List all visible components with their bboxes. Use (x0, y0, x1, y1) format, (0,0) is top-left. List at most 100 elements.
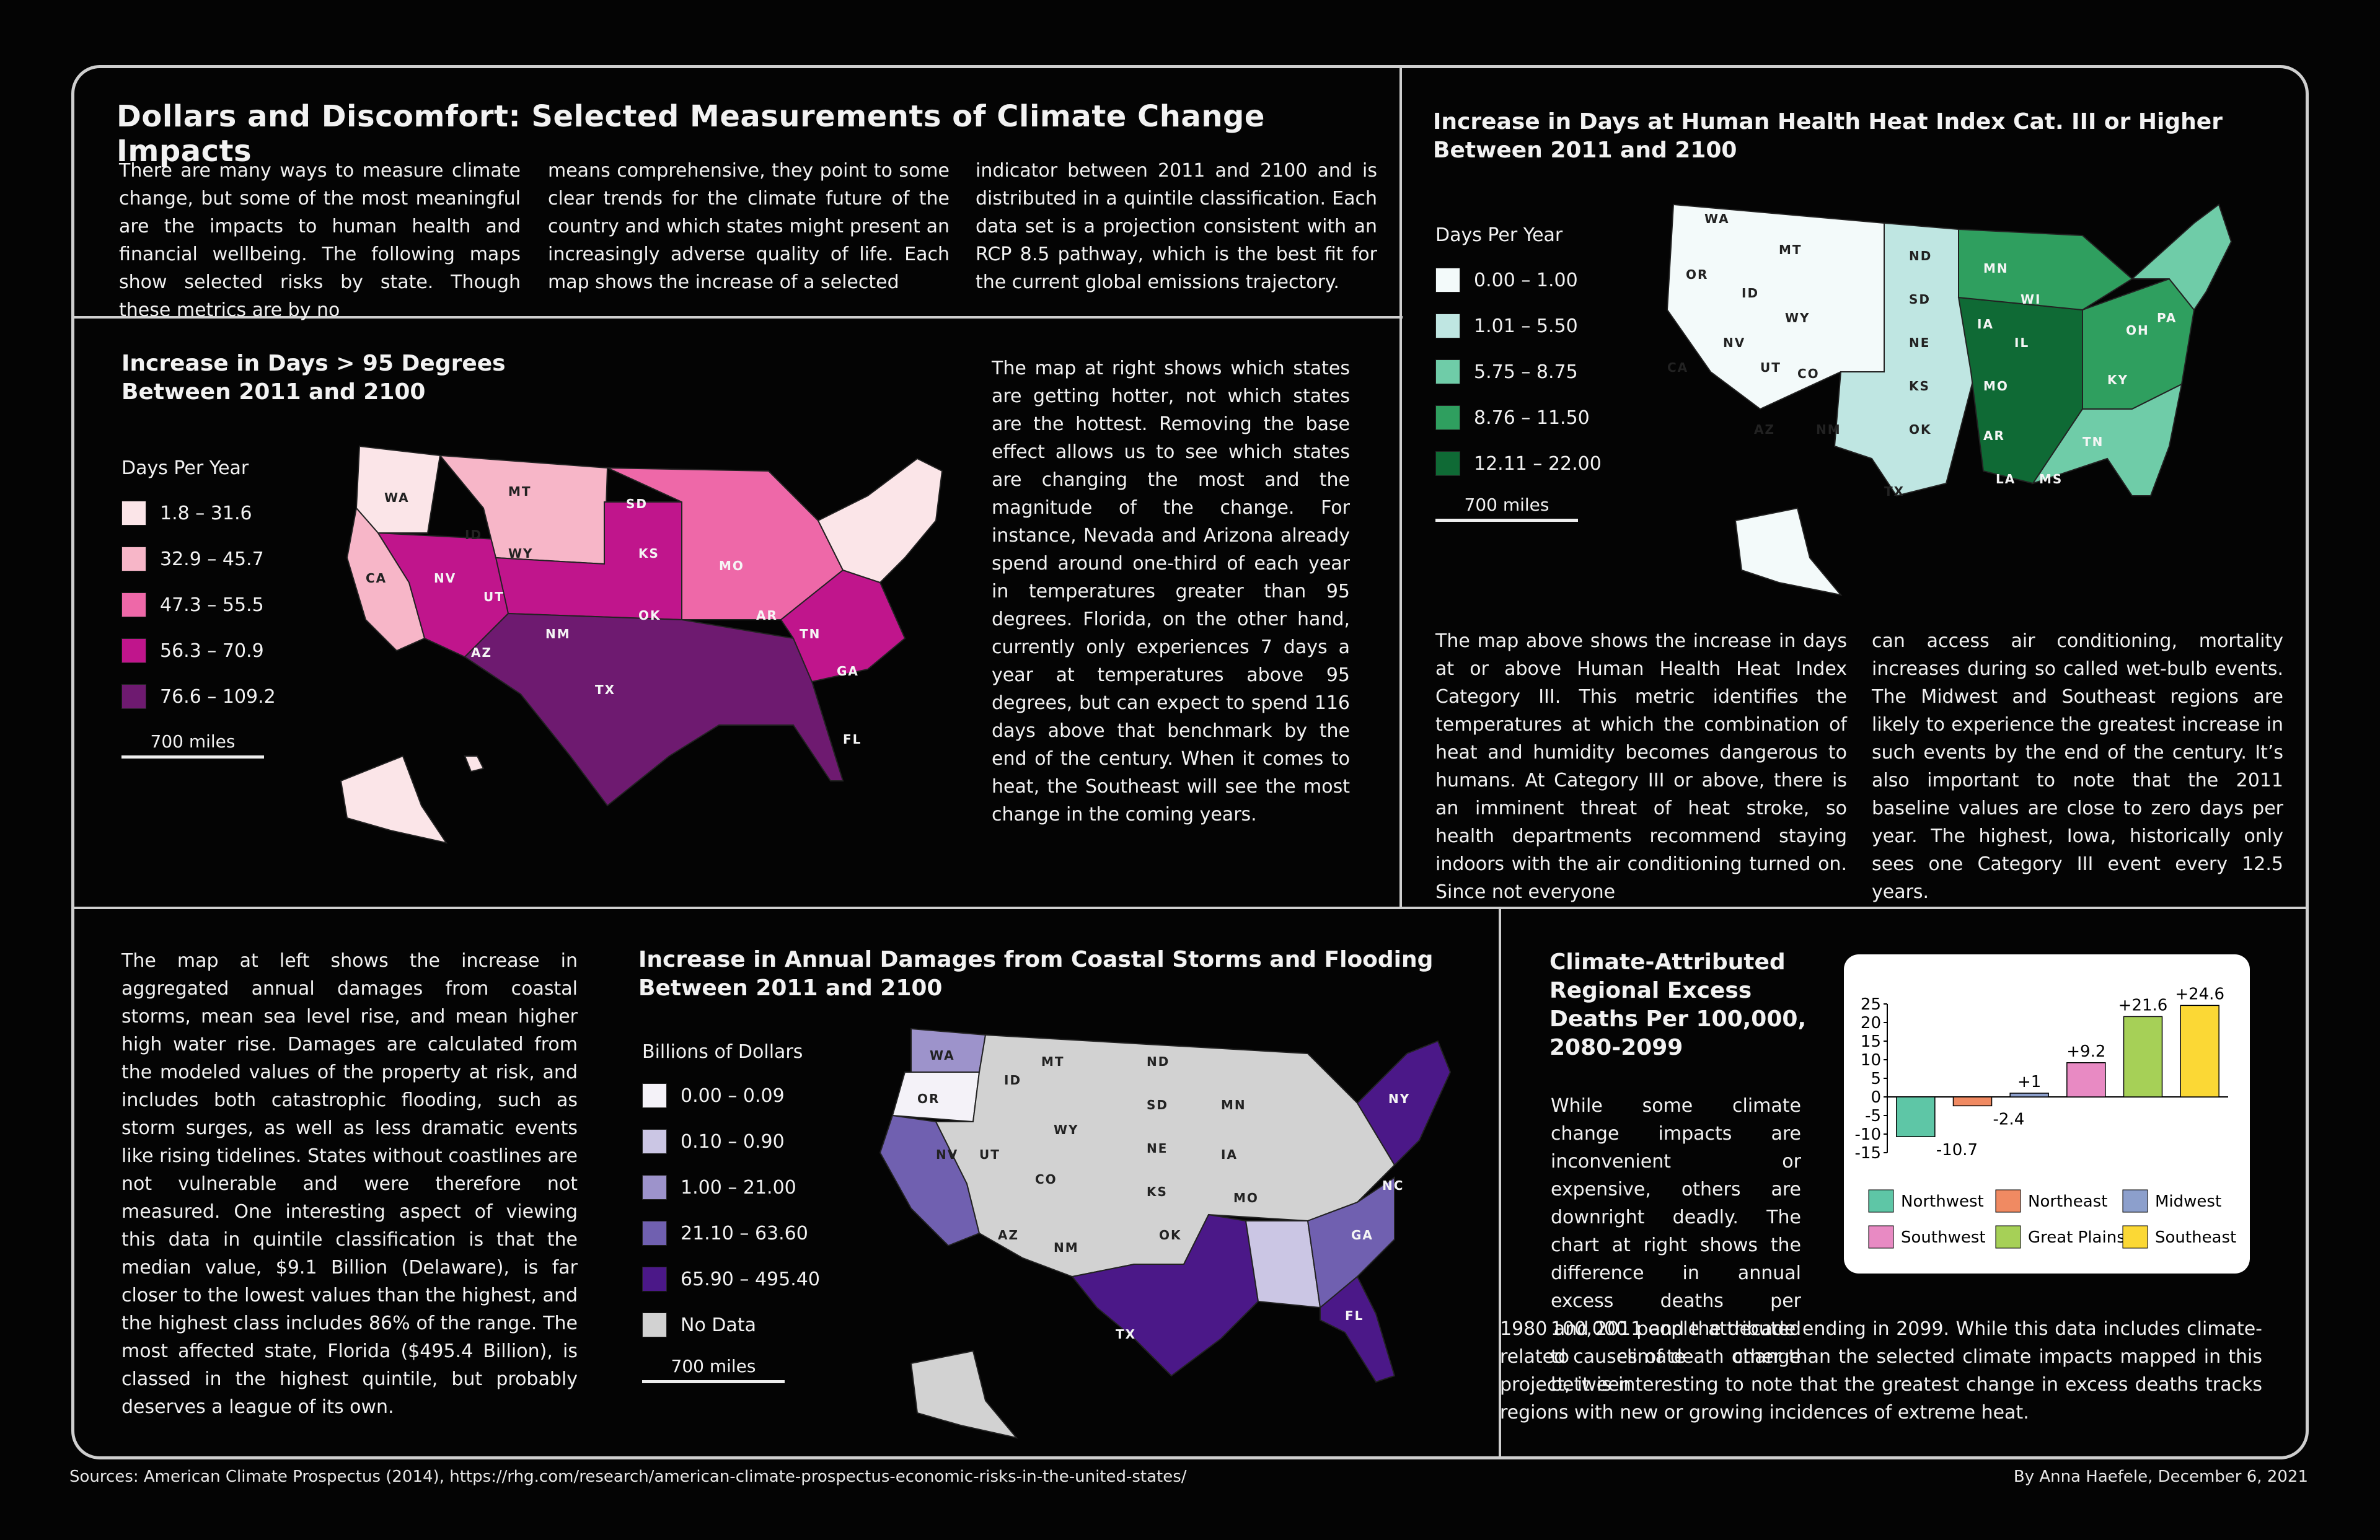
heat-index-legend-row-4: 8.76 – 11.50 (1435, 405, 1590, 430)
bar-label: +24.6 (2175, 985, 2224, 1003)
svg-text:CO: CO (1797, 366, 1820, 381)
coastal-scale-bar: 700 miles (642, 1356, 785, 1383)
coastal-legend-row-1: 0.00 – 0.09 (642, 1083, 785, 1108)
svg-text:WY: WY (1785, 310, 1810, 325)
coastal-legend-label-4: 21.10 – 63.60 (681, 1222, 808, 1244)
svg-text:TX: TX (595, 682, 615, 697)
coastal-text: The map at left shows the increase in ag… (121, 950, 578, 1418)
heat-index-swatch-2 (1435, 314, 1460, 338)
svg-text:GA: GA (837, 664, 859, 679)
svg-text:NE: NE (1147, 1141, 1168, 1156)
coastal-legend-label-2: 0.10 – 0.90 (681, 1130, 785, 1153)
svg-text:AZ: AZ (471, 645, 492, 660)
svg-text:NM: NM (545, 627, 571, 641)
svg-text:UT: UT (483, 589, 505, 604)
svg-text:ID: ID (1004, 1073, 1021, 1088)
bar-midwest (2009, 1093, 2049, 1098)
coastal-swatch-6 (642, 1313, 667, 1337)
bar-great-plains (2123, 1016, 2163, 1098)
heat-legend-row-2: 32.9 – 45.7 (121, 547, 264, 571)
bar-label: +9.2 (2066, 1042, 2105, 1061)
svg-text:OR: OR (1686, 267, 1708, 282)
heat-index-legend-title: Days Per Year (1435, 224, 1563, 246)
svg-text:NC: NC (1382, 1178, 1404, 1193)
svg-text:NY: NY (1388, 1091, 1410, 1106)
svg-text:IA: IA (1221, 1147, 1238, 1162)
heat-alaska (340, 755, 448, 844)
legend-label: Northeast (2028, 1192, 2107, 1211)
svg-text:MN: MN (1221, 1098, 1246, 1112)
bar-label: -10.7 (1936, 1141, 1978, 1159)
heat-index-text-col2: can access air conditioning, mortality i… (1872, 630, 2283, 903)
svg-text:AR: AR (1983, 428, 2005, 443)
coastal-legend-row-3: 1.00 – 21.00 (642, 1175, 796, 1200)
svg-text:WY: WY (1054, 1122, 1079, 1137)
hi-southeast (2031, 383, 2183, 496)
divider-middle (71, 907, 2309, 909)
deaths-chart-panel: 25 20 15 10 5 0 -5 -10 -15 -10.7 -2.4 +1 +9.2 +21.6 +2… (1844, 954, 2250, 1274)
svg-text:MN: MN (1983, 261, 2009, 276)
coastal-legend-row-6: No Data (642, 1313, 756, 1337)
coastal-legend-row-5: 65.90 – 495.40 (642, 1267, 820, 1291)
heat-legend-label-2: 32.9 – 45.7 (160, 548, 264, 570)
heat-index-text-col1: The map above shows the increase in days… (1435, 630, 1847, 903)
heat-swatch-5 (121, 684, 146, 709)
svg-text:IA: IA (1977, 317, 1994, 332)
heat-index-legend-row-5: 12.11 – 22.00 (1435, 451, 1602, 476)
svg-text:WA: WA (1704, 211, 1730, 226)
svg-text:LA: LA (1996, 472, 2016, 486)
heat-map-text: The map at right shows which states are … (992, 358, 1350, 825)
coastal-map: WA OR ID MT WY ND SD NE KS OK CO UT NV AZ NM MN IA M… (879, 1027, 1452, 1439)
bar-label: +1 (2017, 1073, 2041, 1091)
svg-text:OK: OK (1159, 1228, 1182, 1243)
coastal-legend-row-4: 21.10 – 63.60 (642, 1221, 808, 1246)
svg-text:MO: MO (1983, 379, 2009, 394)
heat-index-swatch-1 (1435, 268, 1460, 293)
legend-swatch (2122, 1225, 2148, 1249)
heat-map-title: Increase in Days > 95 Degrees Between 20… (121, 351, 506, 405)
heat-index-swatch-5 (1435, 451, 1460, 476)
divider-vertical-top (1399, 65, 1402, 909)
legend-swatch (1868, 1225, 1894, 1249)
svg-text:NM: NM (1054, 1240, 1079, 1255)
heat-swatch-4 (121, 638, 146, 663)
hi-northeast (2130, 203, 2232, 311)
heat-index-title: Increase in Days at Human Health Heat In… (1433, 109, 2223, 163)
heat-hawaii (464, 755, 485, 773)
svg-text:MO: MO (719, 558, 744, 573)
coastal-fl (1320, 1275, 1396, 1383)
coastal-legend-label-1: 0.00 – 0.09 (681, 1085, 785, 1107)
svg-text:UT: UT (979, 1147, 1000, 1162)
y-tick-label: -10 (1855, 1125, 1881, 1144)
coastal-swatch-5 (642, 1267, 667, 1291)
svg-text:OH: OH (2126, 323, 2149, 338)
y-tick-label: -15 (1855, 1144, 1881, 1163)
svg-text:SD: SD (1147, 1098, 1168, 1112)
legend-swatch (1868, 1189, 1894, 1213)
svg-text:KY: KY (2107, 372, 2128, 387)
y-tick-label: 5 (1871, 1070, 1881, 1088)
heat-index-legend-label-2: 1.01 – 5.50 (1474, 315, 1578, 337)
heat-index-swatch-3 (1435, 359, 1460, 384)
heat-legend-label-3: 47.3 – 55.5 (160, 594, 264, 616)
coastal-northeast (1356, 1040, 1452, 1166)
svg-text:PA: PA (2157, 310, 2177, 325)
heat-index-legend-row-3: 5.75 – 8.75 (1435, 359, 1578, 384)
svg-text:MT: MT (508, 484, 532, 499)
y-tick-label: -5 (1865, 1107, 1881, 1125)
svg-text:SD: SD (1909, 292, 1931, 307)
deaths-text-narrow: While some climate change impacts are in… (1551, 1095, 1801, 1396)
legend-label: Great Plains (2028, 1228, 2125, 1247)
svg-text:CA: CA (366, 571, 387, 586)
svg-text:MT: MT (1779, 242, 1802, 257)
svg-text:TX: TX (1884, 484, 1905, 499)
svg-text:SD: SD (626, 496, 648, 511)
divider-vertical-bottom (1499, 907, 1501, 1459)
y-tick-label: 25 (1861, 995, 1881, 1014)
heat-scale-bar: 700 miles (121, 731, 264, 759)
heat-legend-label-5: 76.6 – 109.2 (160, 685, 276, 708)
bar-label: -2.4 (1993, 1110, 2025, 1129)
